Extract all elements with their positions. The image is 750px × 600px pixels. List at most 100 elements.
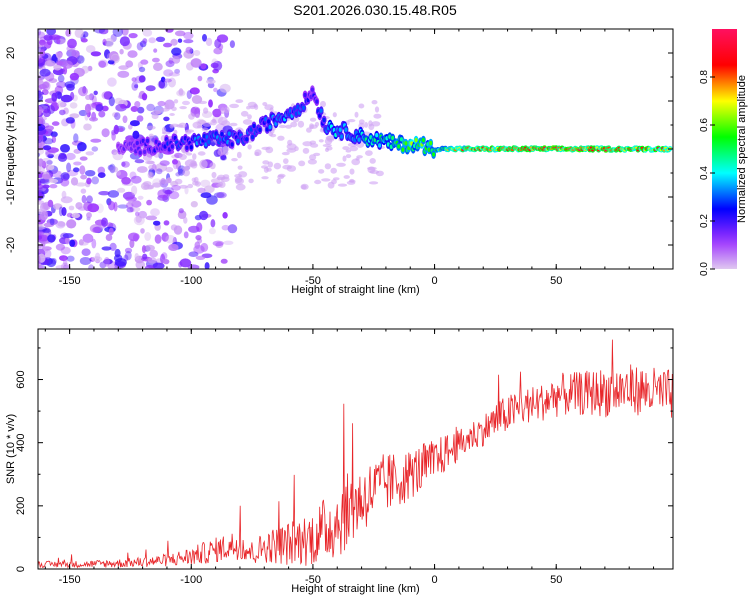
noise-blob: [174, 30, 186, 37]
haze-blob: [318, 139, 324, 143]
noise-blob: [157, 80, 168, 89]
ridge-core: [170, 144, 174, 149]
haze-blob: [332, 112, 337, 118]
haze-blob: [309, 140, 317, 145]
noise-blob: [144, 232, 152, 241]
noise-blob: [77, 142, 87, 152]
haze-blob: [354, 111, 359, 118]
noise-blob: [170, 38, 178, 46]
noise-blob: [38, 91, 44, 99]
haze-blob: [178, 153, 187, 160]
haze-blob: [358, 103, 365, 109]
ridge-core: [315, 99, 319, 104]
noise-blob: [147, 257, 157, 264]
noise-blob: [102, 38, 107, 46]
noise-blob: [119, 48, 124, 55]
noise-blob: [55, 265, 68, 269]
noise-blob: [78, 241, 89, 246]
noise-blob: [38, 225, 45, 231]
noise-blob: [161, 232, 169, 242]
noise-blob: [65, 236, 70, 245]
noise-blob: [104, 38, 114, 48]
noise-blob: [195, 235, 202, 241]
noise-blob: [38, 178, 49, 184]
ridge-core: [399, 137, 404, 142]
haze-blob: [246, 105, 251, 110]
ridge-core: [432, 152, 436, 157]
noise-blob: [78, 109, 88, 117]
haze-blob: [342, 146, 350, 151]
haze-blob: [277, 135, 285, 141]
haze-blob: [302, 147, 310, 154]
noise-blob: [220, 155, 227, 161]
noise-blob: [138, 75, 146, 83]
noise-blob: [51, 135, 57, 144]
noise-blob: [47, 234, 56, 243]
noise-blob: [43, 222, 55, 228]
noise-blob: [221, 224, 230, 231]
ridge-core: [357, 137, 361, 142]
noise-blob: [82, 233, 94, 243]
noise-blob: [46, 160, 53, 165]
haze-blob: [277, 173, 286, 178]
noise-blob: [157, 100, 166, 107]
haze-blob: [262, 102, 268, 106]
haze-blob: [240, 110, 249, 117]
haze-blob: [197, 151, 206, 156]
haze-blob: [324, 147, 330, 152]
haze-blob: [229, 103, 240, 109]
noise-blob: [47, 164, 55, 171]
haze-blob: [330, 167, 338, 174]
noise-blob: [44, 125, 55, 131]
ridge-core: [391, 135, 395, 141]
haze-blob: [273, 162, 282, 170]
noise-blob: [129, 152, 141, 160]
noise-blob: [71, 50, 80, 58]
noise-blob: [124, 247, 133, 254]
noise-blob: [121, 161, 126, 167]
noise-blob: [38, 55, 44, 64]
noise-blob: [134, 84, 139, 89]
noise-blob: [90, 51, 102, 57]
noise-blob: [116, 170, 121, 176]
noise-blob: [84, 111, 89, 121]
ridge-core: [267, 119, 271, 124]
ridge-core: [154, 139, 158, 144]
noise-blob: [203, 185, 215, 194]
x-axis-label: Height of straight line (km): [291, 284, 419, 296]
noise-blob: [60, 144, 70, 153]
haze-blob: [222, 174, 230, 180]
haze-blob: [327, 181, 335, 189]
colorbar-tick-label: 0.8: [699, 70, 710, 84]
noise-blob: [112, 29, 123, 37]
haze-blob: [149, 172, 154, 179]
noise-blob: [39, 39, 46, 46]
haze-blob: [174, 178, 183, 185]
noise-blob: [38, 214, 43, 220]
haze-blob: [351, 158, 361, 166]
y-tick-label: 0: [15, 566, 27, 572]
haze-blob: [345, 149, 352, 153]
y-tick-label: 600: [15, 370, 27, 388]
noise-blob: [43, 34, 53, 41]
ridge-core: [135, 140, 139, 146]
noise-blob: [83, 123, 92, 131]
noise-blob: [75, 202, 83, 210]
noise-blob: [199, 210, 209, 221]
haze-blob: [365, 150, 373, 157]
haze-blob: [218, 181, 226, 188]
haze-blob: [179, 184, 188, 189]
noise-blob: [80, 38, 88, 43]
noise-blob: [47, 199, 54, 208]
noise-blob: [134, 159, 145, 164]
noise-blob: [135, 215, 142, 223]
noise-blob: [144, 244, 155, 252]
haze-blob: [369, 181, 379, 185]
haze-blob: [356, 155, 363, 159]
haze-blob: [222, 150, 229, 156]
haze-blob: [281, 151, 290, 156]
haze-blob: [314, 179, 322, 185]
noise-blob: [79, 156, 88, 161]
snr-frame: [37, 328, 674, 570]
